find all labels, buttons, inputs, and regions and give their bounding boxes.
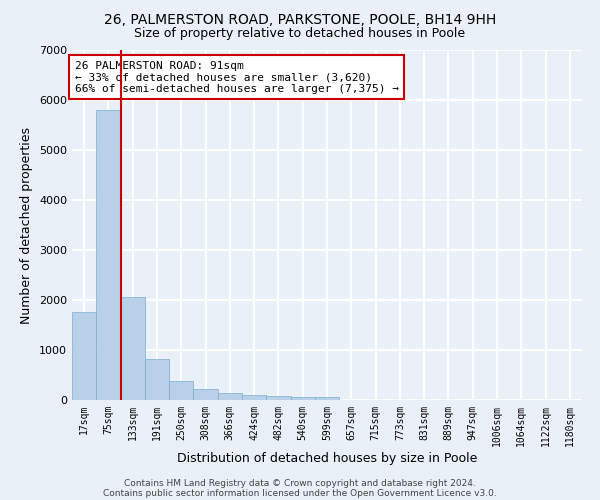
Text: 26 PALMERSTON ROAD: 91sqm
← 33% of detached houses are smaller (3,620)
66% of se: 26 PALMERSTON ROAD: 91sqm ← 33% of detac… xyxy=(74,60,398,94)
Y-axis label: Number of detached properties: Number of detached properties xyxy=(20,126,34,324)
Bar xyxy=(290,397,315,400)
Text: Contains HM Land Registry data © Crown copyright and database right 2024.: Contains HM Land Registry data © Crown c… xyxy=(124,478,476,488)
Text: Size of property relative to detached houses in Poole: Size of property relative to detached ho… xyxy=(134,28,466,40)
Text: 26, PALMERSTON ROAD, PARKSTONE, POOLE, BH14 9HH: 26, PALMERSTON ROAD, PARKSTONE, POOLE, B… xyxy=(104,12,496,26)
Bar xyxy=(169,381,193,400)
Bar xyxy=(145,359,169,400)
X-axis label: Distribution of detached houses by size in Poole: Distribution of detached houses by size … xyxy=(177,452,477,464)
Bar xyxy=(72,312,96,400)
Bar xyxy=(121,297,145,400)
Text: Contains public sector information licensed under the Open Government Licence v3: Contains public sector information licen… xyxy=(103,488,497,498)
Bar xyxy=(193,389,218,400)
Bar xyxy=(96,110,121,400)
Bar xyxy=(315,397,339,400)
Bar xyxy=(266,396,290,400)
Bar xyxy=(218,392,242,400)
Bar xyxy=(242,395,266,400)
